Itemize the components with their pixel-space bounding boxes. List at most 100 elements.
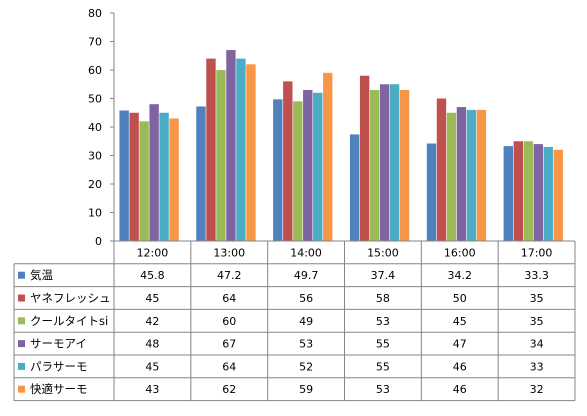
bar [349,134,360,241]
data-label: 45 [145,292,159,305]
data-label: 33.3 [524,269,549,282]
data-label: 56 [299,292,313,305]
data-label: 33 [530,360,544,373]
data-label: 49 [299,315,313,328]
x-tick-label: 14:00 [290,246,322,259]
bar [236,58,246,241]
bar [553,149,563,241]
data-label: 53 [299,338,313,351]
legend-key [18,362,25,370]
data-label: 58 [376,292,390,305]
chart-bars [119,50,563,242]
bar [436,98,447,241]
legend-label: 快適サーモ [30,382,88,396]
legend-label: ヤネフレッシュ [30,291,111,305]
legend-label: クールタイトsi [30,314,108,328]
bar [533,144,543,241]
chart-axes: 0 10 20 30 40 50 60 70 80 [88,7,115,248]
bar [293,101,303,241]
y-tick-label: 40 [88,121,102,134]
data-label: 64 [222,292,236,305]
data-label: 46 [453,360,467,373]
bar [246,64,256,241]
x-tick-label: 17:00 [521,246,553,259]
bar [159,112,169,241]
bar [389,84,400,241]
data-label: 47 [453,338,467,351]
data-label: 35 [530,292,544,305]
x-tick-label: 16:00 [444,246,476,259]
bar [323,72,333,241]
data-label: 53 [376,315,390,328]
data-label: 49.7 [294,269,319,282]
legend-label: 気温 [30,268,53,282]
bar [196,106,206,241]
y-tick-label: 60 [88,64,102,77]
bar [169,118,179,241]
bar [456,107,467,241]
y-tick-label: 70 [88,36,102,49]
legend-key [18,271,25,279]
bar [149,104,159,241]
bar [283,81,293,242]
bar [303,89,313,241]
data-label: 43 [145,383,159,396]
y-tick-label: 0 [95,235,102,248]
bar [543,146,553,241]
bar [446,112,457,241]
bar [399,89,410,241]
data-label: 48 [145,338,159,351]
bar [273,99,283,241]
bar [129,112,139,241]
bar [426,143,437,241]
x-tick-label: 12:00 [137,246,169,259]
legend-label: サーモアイ [30,337,87,351]
legend-key [18,294,25,302]
legend-label: パラサーモ [30,359,88,373]
bar [359,75,370,241]
data-label: 67 [222,338,236,351]
bar [226,50,236,241]
bar [369,89,380,241]
legend-key [18,340,25,348]
data-label: 45 [453,315,467,328]
data-label: 47.2 [217,269,242,282]
bar [466,109,477,242]
bar [139,121,149,241]
legend-key [18,317,25,325]
y-tick-label: 20 [88,178,102,191]
bar [523,141,533,241]
y-tick-label: 50 [88,93,102,106]
data-label: 50 [453,292,467,305]
bar [379,84,390,241]
data-label: 42 [145,315,159,328]
data-label: 62 [222,383,236,396]
data-label: 59 [299,383,313,396]
data-label: 55 [376,338,390,351]
y-tick-label: 80 [88,7,102,20]
data-label: 34.2 [448,269,473,282]
x-tick-label: 15:00 [367,246,399,259]
data-label: 35 [530,315,544,328]
bar [216,70,226,241]
data-label: 45 [145,360,159,373]
data-label: 37.4 [371,269,396,282]
bar [503,146,514,241]
data-label: 46 [453,383,467,396]
bar [476,109,487,242]
bar [206,58,216,241]
y-tick-label: 30 [88,150,102,163]
data-label: 32 [530,383,544,396]
data-label: 60 [222,315,236,328]
legend-key [18,385,25,393]
data-label: 45.8 [140,269,165,282]
data-label: 52 [299,360,313,373]
data-label: 34 [530,338,544,351]
y-tick-label: 10 [88,207,102,220]
data-label: 55 [376,360,390,373]
bar [313,92,323,241]
data-label: 53 [376,383,390,396]
data-label: 64 [222,360,236,373]
